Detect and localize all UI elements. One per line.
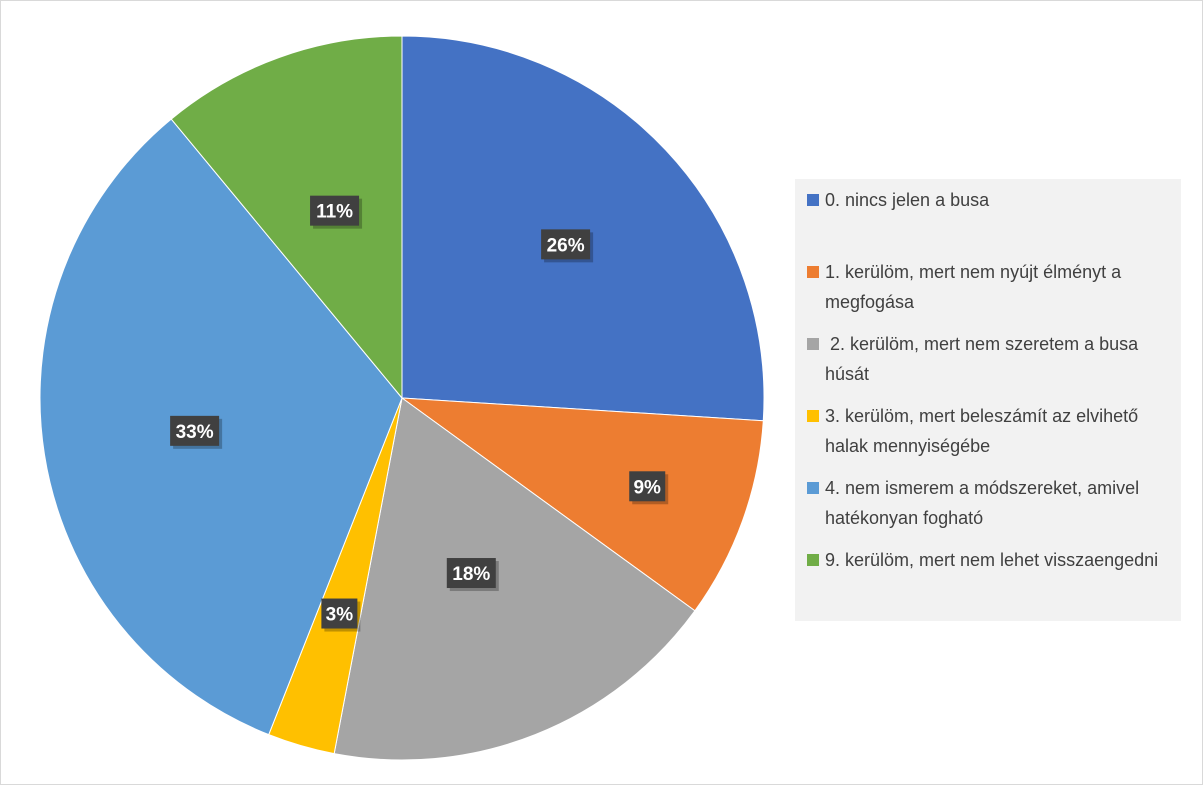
- legend-label: 0. nincs jelen a busa: [825, 190, 990, 210]
- data-label: 18%: [446, 558, 499, 592]
- legend-swatch: [807, 554, 819, 566]
- legend-item: 9. kerülöm, mert nem lehet visszaengedni: [807, 545, 1167, 575]
- data-label: 33%: [170, 415, 223, 449]
- legend-label: 9. kerülöm, mert nem lehet visszaengedni: [825, 550, 1159, 570]
- legend-swatch: [807, 266, 819, 278]
- data-label: 26%: [541, 229, 594, 263]
- pie-slice: [401, 35, 765, 422]
- svg-text:33%: 33%: [176, 422, 214, 443]
- pie-slice: [333, 397, 696, 761]
- data-label: 9%: [629, 471, 669, 505]
- legend-label: 3. kerülöm, mert beleszámít az elvihető …: [825, 406, 1144, 456]
- legend-label: 2. kerülöm, mert nem szeretem a busa hús…: [825, 334, 1144, 384]
- svg-text:11%: 11%: [316, 202, 353, 223]
- pie-slice: [170, 35, 403, 400]
- legend-swatch: [807, 482, 819, 494]
- legend-item: 2. kerülöm, mert nem szeretem a busa hús…: [807, 329, 1167, 389]
- svg-text:9%: 9%: [633, 477, 661, 498]
- pie-slice: [39, 118, 403, 736]
- svg-text:18%: 18%: [452, 564, 490, 585]
- legend-label: 1. kerülöm, mert nem nyújt élményt a meg…: [825, 262, 1127, 312]
- data-label: 11%: [310, 195, 363, 229]
- legend-label: 4. nem ismerem a módszereket, amivel hat…: [825, 478, 1145, 528]
- legend-swatch: [807, 410, 819, 422]
- legend-swatch: [807, 338, 819, 350]
- data-label: 3%: [321, 598, 361, 632]
- svg-text:3%: 3%: [326, 605, 354, 626]
- legend-swatch: [807, 194, 819, 206]
- legend: 0. nincs jelen a busa 1. kerülöm, mert n…: [795, 179, 1181, 621]
- legend-item: 4. nem ismerem a módszereket, amivel hat…: [807, 473, 1167, 533]
- legend-item: 1. kerülöm, mert nem nyújt élményt a meg…: [807, 257, 1167, 317]
- legend-item: 3. kerülöm, mert beleszámít az elvihető …: [807, 401, 1167, 461]
- pie-slice: [400, 397, 764, 612]
- svg-text:26%: 26%: [547, 235, 585, 256]
- legend-item: 0. nincs jelen a busa: [807, 185, 1167, 215]
